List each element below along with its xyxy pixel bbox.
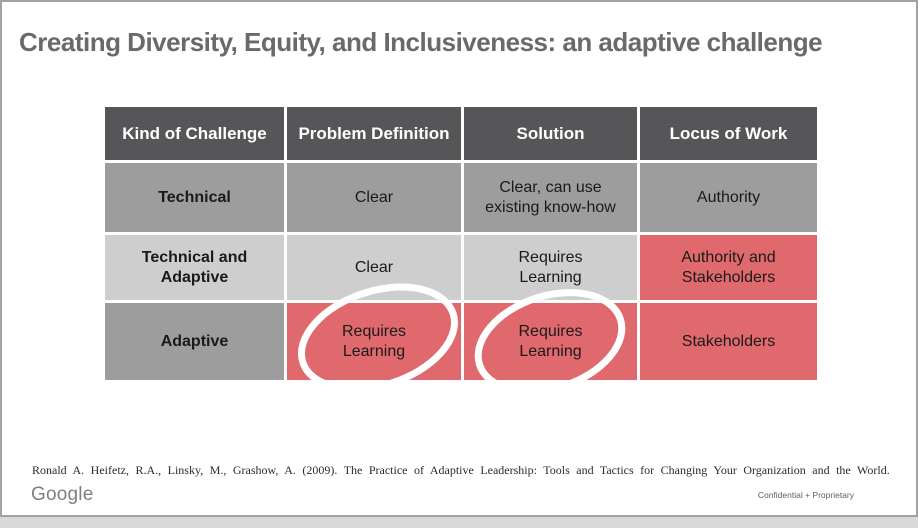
header-cell-problem-definition: Problem Definition (287, 107, 461, 160)
confidentiality-label: Confidential + Proprietary (757, 490, 854, 500)
cell-adaptive-locus-of-work: Stakeholders (640, 303, 817, 380)
header-cell-locus-of-work: Locus of Work (640, 107, 817, 160)
citation-text: Ronald A. Heifetz, R.A., Linsky, M., Gra… (32, 463, 890, 477)
cell-technical-adaptive-solution: Requires Learning (464, 235, 637, 300)
google-logo: Google (31, 484, 94, 505)
cell-technical-adaptive-kind: Technical and Adaptive (105, 235, 284, 300)
header-cell-solution: Solution (464, 107, 637, 160)
slide-canvas: Creating Diversity, Equity, and Inclusiv… (0, 0, 918, 517)
cell-adaptive-kind: Adaptive (105, 303, 284, 380)
cell-technical-adaptive-problem-definition: Clear (287, 235, 461, 300)
cell-technical-kind: Technical (105, 163, 284, 232)
cell-technical-problem-definition: Clear (287, 163, 461, 232)
header-cell-kind-of-challenge: Kind of Challenge (105, 107, 284, 160)
cell-technical-locus-of-work: Authority (640, 163, 817, 232)
cell-adaptive-problem-definition: Requires Learning (287, 303, 461, 380)
cell-adaptive-solution: Requires Learning (464, 303, 637, 380)
cell-technical-adaptive-locus-of-work: Authority and Stakeholders (640, 235, 817, 300)
page-title: Creating Diversity, Equity, and Inclusiv… (19, 27, 823, 57)
challenge-table: Kind of Challenge Problem Definition Sol… (105, 107, 817, 380)
cell-technical-solution: Clear, can use existing know-how (464, 163, 637, 232)
